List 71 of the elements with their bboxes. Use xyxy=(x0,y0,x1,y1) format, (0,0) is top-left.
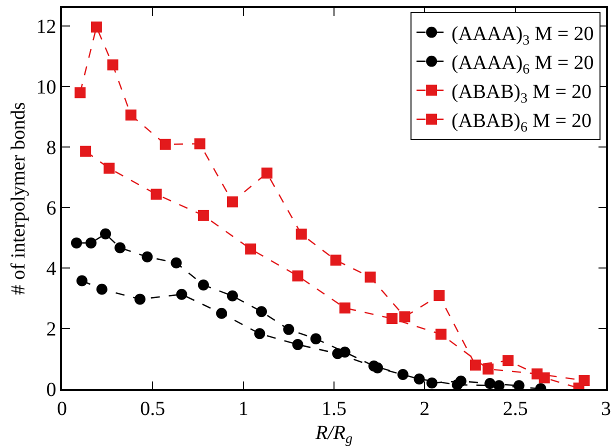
y-tick-label: 2 xyxy=(46,318,56,341)
point xyxy=(502,355,514,366)
y-tick-label: 10 xyxy=(36,76,56,99)
point xyxy=(330,254,342,266)
point xyxy=(292,339,304,350)
x-tick-label: 0.5 xyxy=(140,398,166,420)
point xyxy=(194,138,206,150)
legend-label: (ABAB)$_{6}$ M = 20 xyxy=(452,110,592,136)
x-tick-label: 1 xyxy=(238,398,248,420)
y-tick-label: 6 xyxy=(46,198,56,220)
y-tick-label: 4 xyxy=(46,258,56,280)
x-tick-label: 3 xyxy=(601,398,611,420)
point xyxy=(484,378,496,389)
point xyxy=(434,290,445,302)
point xyxy=(332,348,344,360)
point xyxy=(283,324,294,335)
point xyxy=(426,377,438,388)
point xyxy=(482,364,494,375)
point xyxy=(261,168,272,179)
y-tick-label: 12 xyxy=(36,16,56,38)
point xyxy=(198,279,209,290)
point xyxy=(170,257,182,268)
point xyxy=(256,306,267,318)
point xyxy=(86,237,97,248)
point xyxy=(96,284,108,295)
point xyxy=(80,146,92,157)
point xyxy=(76,275,88,286)
legend-label: (ABAB)$_{3}$ M = 20 xyxy=(452,81,592,106)
legend-label: (AAAA)$_{3}$ M = 20 xyxy=(452,23,594,48)
point xyxy=(532,368,543,380)
point xyxy=(226,290,238,302)
point xyxy=(125,110,136,121)
point xyxy=(216,308,228,319)
point xyxy=(399,311,410,322)
point xyxy=(160,138,171,150)
x-tick-label: 2 xyxy=(420,398,430,420)
y-tick-label: 0 xyxy=(46,379,56,401)
point xyxy=(71,237,82,248)
point xyxy=(254,328,266,340)
point xyxy=(296,228,307,240)
point xyxy=(198,210,209,221)
point xyxy=(245,244,256,254)
point xyxy=(226,196,238,208)
point xyxy=(150,188,162,200)
x-tick-label: 2.5 xyxy=(502,398,528,420)
point xyxy=(107,59,118,70)
point xyxy=(310,333,322,344)
point xyxy=(114,242,126,254)
point xyxy=(142,251,153,262)
point xyxy=(470,360,481,371)
point xyxy=(339,302,350,314)
point xyxy=(372,362,384,374)
point xyxy=(386,313,398,324)
x-axis-title: R/R$_{g}$ xyxy=(314,422,352,447)
point xyxy=(176,288,188,300)
x-tick-label: 1.5 xyxy=(322,398,346,420)
point xyxy=(74,87,86,98)
point xyxy=(452,379,463,389)
point xyxy=(90,22,102,33)
point xyxy=(578,375,590,386)
point xyxy=(134,294,146,305)
y-axis-title: # of interpolymer bonds xyxy=(7,102,30,295)
point xyxy=(292,270,304,282)
point xyxy=(435,328,446,340)
point xyxy=(364,272,376,283)
point xyxy=(104,162,115,174)
point xyxy=(100,228,112,240)
point xyxy=(414,374,425,385)
point xyxy=(397,368,408,380)
y-tick-label: 8 xyxy=(46,137,56,160)
legend-label: (AAAA)$_{6}$ M = 20 xyxy=(452,52,594,78)
